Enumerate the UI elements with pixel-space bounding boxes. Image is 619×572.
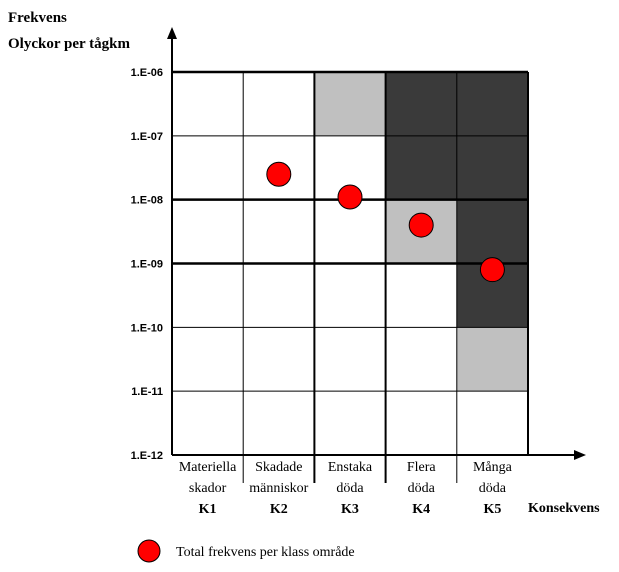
matrix-cell-k3-band-4 [314,327,386,392]
matrix-cell-k1-band-5 [172,391,244,455]
data-point-k4 [408,212,434,238]
matrix-cell-k2-band-2 [243,199,315,264]
y-tick-label: 1.E-08 [131,195,163,207]
category-code-k5: K5 [483,502,501,517]
matrix-cell-k5-band-5 [456,391,528,455]
y-tick-label: 1.E-07 [131,131,163,143]
matrix-cell-k3-band-5 [314,391,386,455]
x-category-labels: Materiella skador K1 Skadade människor K2 Enst… [179,460,513,517]
data-point-k2 [266,161,292,187]
category-code-k3: K3 [341,502,359,517]
matrix-cell-k5-band-4 [456,327,528,392]
y-tick-label: 1.E-06 [131,67,163,79]
data-point-k5 [479,257,505,283]
matrix-cell-k1-band-3 [172,263,244,328]
matrix-cell-k1-band-0 [172,72,244,136]
legend-label: Total frekvens per klass område [176,545,355,560]
y-tick-label: 1.E-09 [131,259,163,271]
matrix-cell-k5-band-1 [456,135,528,200]
matrix-cell-k1-band-4 [172,327,244,392]
data-point-k3 [337,184,363,210]
matrix-cell-k5-band-2 [456,199,528,264]
matrix-cell-k2-band-4 [243,327,315,392]
category-label-k5-line1: Många [473,460,513,475]
y-axis-label-line1: Frekvens [8,10,67,26]
matrix-cell-k4-band-5 [385,391,457,455]
legend-marker [137,539,161,563]
y-tick-label: 1.E-12 [131,450,163,462]
x-axis-label: Konsekvens [528,501,600,516]
category-label-k5-line2: döda [479,481,507,496]
category-label-k3-line1: Enstaka [328,460,373,475]
matrix-cell-k2-band-3 [243,263,315,328]
matrix-cell-k4-band-3 [385,263,457,328]
matrix-cell-k1-band-2 [172,199,244,264]
category-label-k4-line2: döda [408,481,436,496]
matrix-cell-k3-band-3 [314,263,386,328]
matrix-cell-k3-band-0 [314,72,386,136]
matrix-cell-k4-band-0 [385,72,457,136]
axes [167,27,586,460]
matrix-cell-k2-band-5 [243,391,315,455]
matrix-cells [172,72,528,455]
y-tick-labels: 1.E-06 1.E-07 1.E-08 1.E-09 1.E-10 1.E-11 1.E-… [131,67,163,462]
y-axis-arrow [167,27,177,39]
matrix-cell-k4-band-1 [385,135,457,200]
matrix-cell-k4-band-4 [385,327,457,392]
category-label-k4-line1: Flera [407,460,437,475]
category-label-k3-line2: döda [336,481,364,496]
matrix-cell-k1-band-1 [172,135,244,200]
category-label-k2-line1: Skadade [255,460,302,475]
x-axis-arrow [574,450,586,460]
category-code-k4: K4 [412,502,430,517]
category-code-k2: K2 [270,502,288,517]
matrix-cell-k5-band-0 [456,72,528,136]
matrix-cell-k3-band-2 [314,199,386,264]
y-axis-label-line2: Olyckor per tågkm [8,36,130,52]
y-tick-label: 1.E-11 [131,386,163,398]
category-label-k1-line2: skador [189,481,227,496]
data-points [266,161,505,283]
category-label-k2-line2: människor [249,481,308,496]
category-code-k1: K1 [199,502,217,517]
matrix-cell-k2-band-0 [243,72,315,136]
legend: Total frekvens per klass område [137,539,355,563]
category-label-k1-line1: Materiella [179,460,237,475]
matrix-grid [172,70,529,483]
y-tick-label: 1.E-10 [131,322,163,334]
